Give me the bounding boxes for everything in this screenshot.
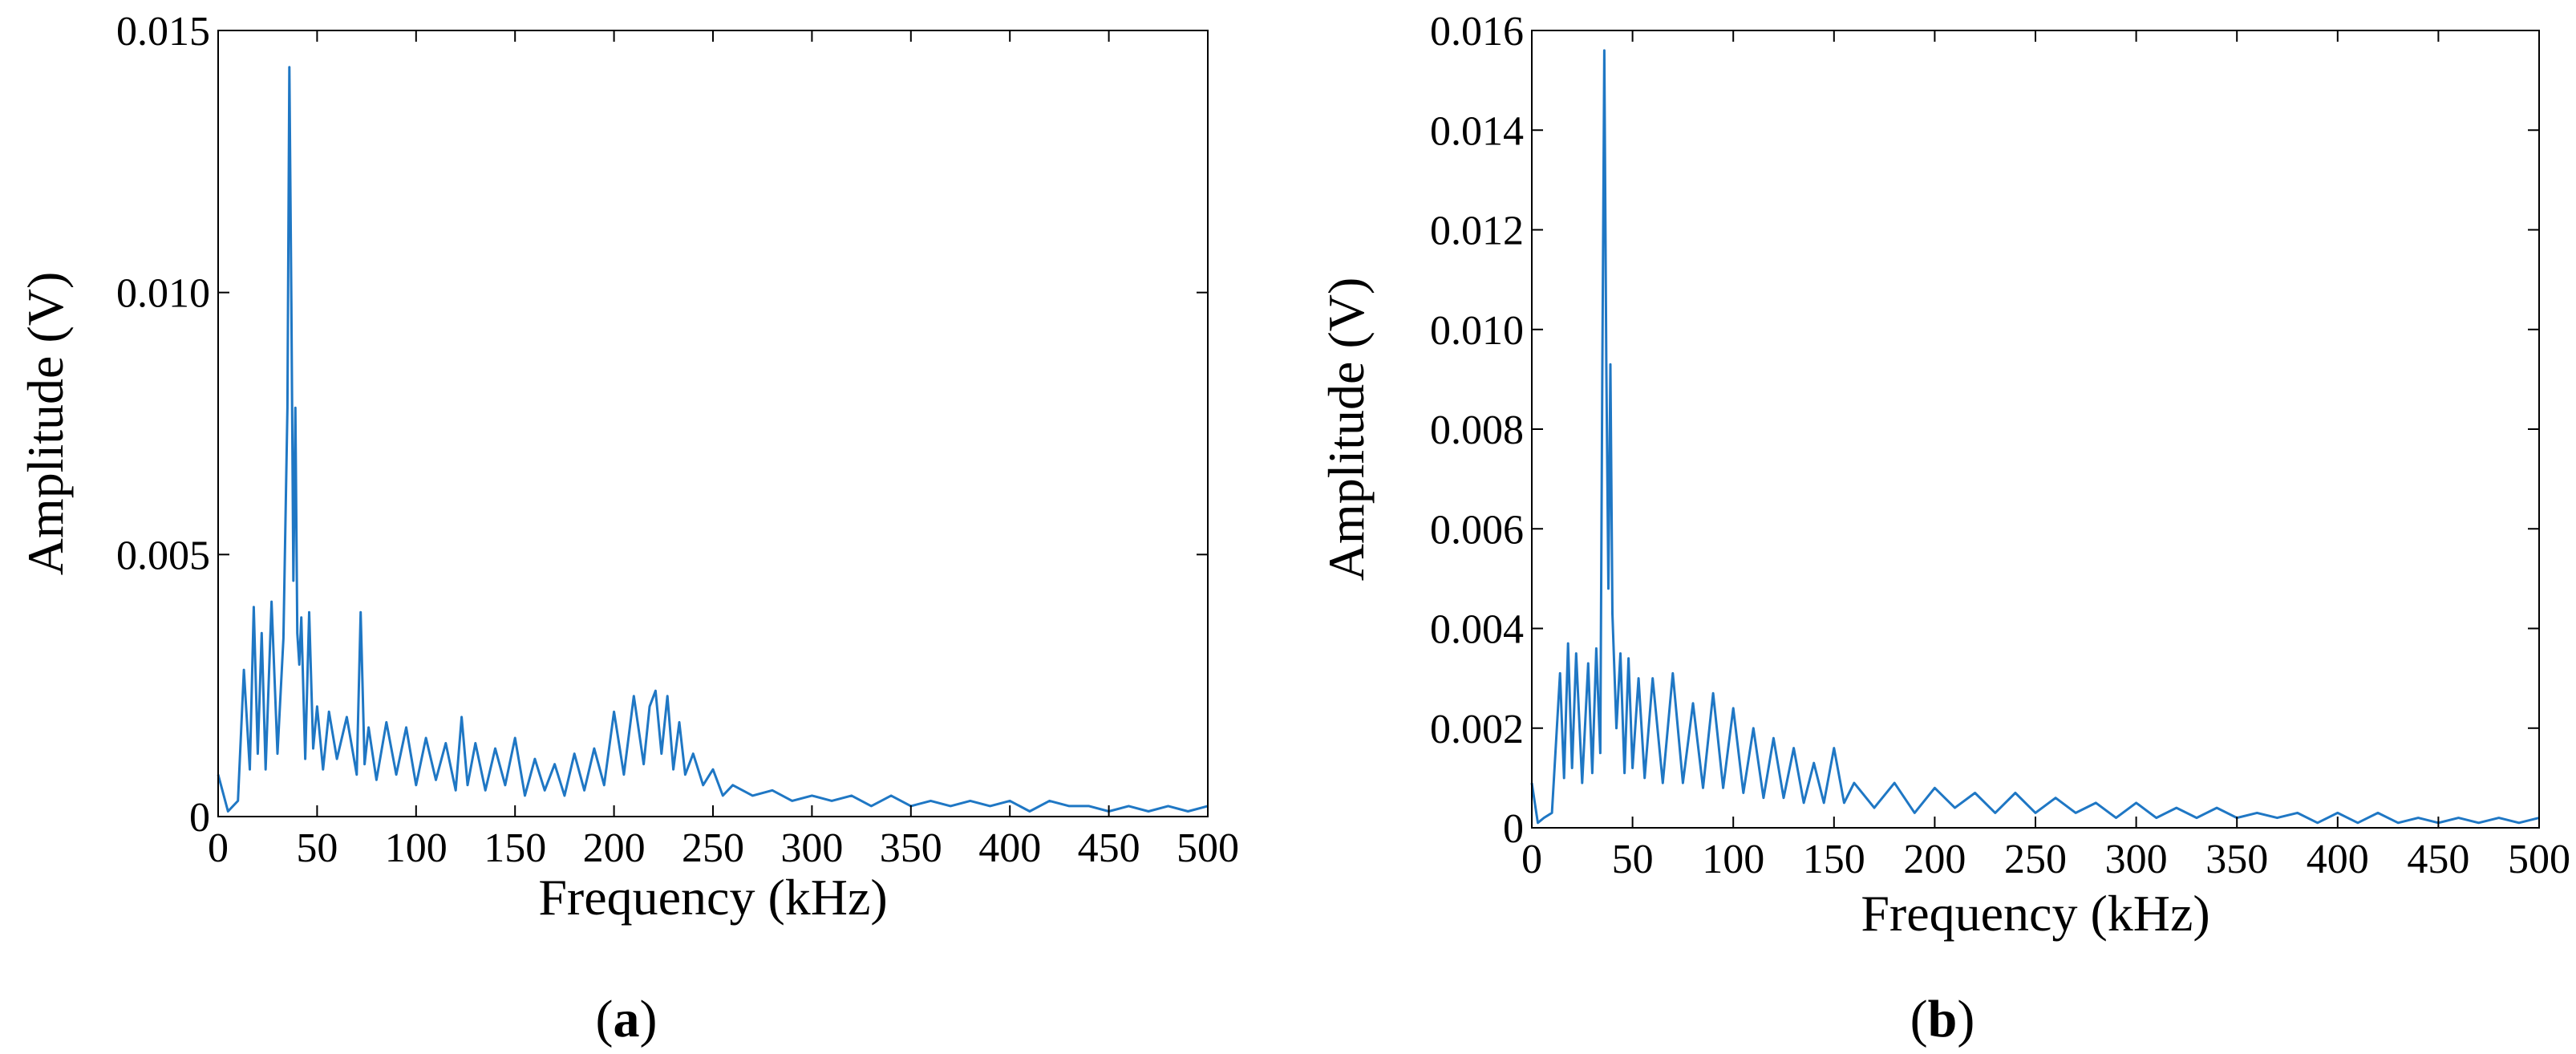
y-tick-label-b-8: 0.016 [1430,9,1524,55]
x-tick-label-b-1: 50 [1612,837,1654,882]
chart-panel-b: 0 50 100 150 200 250 300 350 400 450 500 0 0.002 0.0… [1318,9,2570,1048]
y-tick-label-b-3: 0.006 [1430,507,1524,553]
x-axis-ticks-a: 0 50 100 150 200 250 300 350 400 450 500 [208,30,1239,871]
y-tick-label-b-4: 0.008 [1430,407,1524,453]
y-tick-label-b-1: 0.002 [1430,707,1524,752]
y-tick-label-a-3: 0.015 [116,9,210,55]
y-tick-label-a-0: 0 [189,795,210,841]
x-tick-label-b-3: 150 [1803,837,1865,882]
x-tick-label-b-7: 350 [2205,837,2268,882]
panel-label-b-letter: b [1928,990,1958,1048]
plot-frame-b [1531,30,2540,829]
y-axis-ticks-a: 0 0.005 0.010 0.015 [116,9,1208,841]
y-axis-title-b: Amplitude (V) [1318,278,1375,582]
x-tick-label-a-4: 200 [583,825,646,871]
y-tick-label-b-6: 0.012 [1430,209,1524,254]
panel-label-b: (b) [1910,990,1975,1048]
x-tick-label-a-8: 400 [978,825,1041,871]
panel-label-a-letter: a [614,990,640,1048]
x-axis-title-b: Frequency (kHz) [1861,885,2209,942]
x-axis-title-a: Frequency (kHz) [538,869,887,926]
x-tick-label-a-10: 500 [1177,825,1239,871]
plot-frame-a [217,30,1209,817]
x-tick-label-a-2: 100 [385,825,448,871]
panel-label-a: (a) [596,990,658,1048]
x-tick-label-a-6: 300 [780,825,843,871]
y-tick-label-a-1: 0.005 [116,533,210,578]
x-tick-label-b-0: 0 [1521,837,1542,882]
series-line-a-0 [217,66,1209,813]
x-tick-label-a-9: 450 [1078,825,1140,871]
series-line-a [217,66,1209,813]
y-tick-label-b-0: 0 [1503,806,1524,852]
x-tick-label-a-3: 150 [484,825,546,871]
x-tick-label-b-10: 500 [2508,837,2570,882]
x-tick-label-b-9: 450 [2407,837,2469,882]
y-tick-label-b-7: 0.014 [1430,108,1524,154]
x-tick-label-a-1: 50 [296,825,338,871]
x-axis-ticks-b: 0 50 100 150 200 250 300 350 400 450 500 [1521,30,2570,882]
x-tick-label-a-5: 250 [682,825,744,871]
y-tick-label-b-5: 0.010 [1430,308,1524,354]
x-tick-label-b-2: 100 [1702,837,1764,882]
y-axis-title-a: Amplitude (V) [17,272,74,576]
x-tick-label-b-6: 300 [2105,837,2168,882]
series-line-b-0 [1530,49,2540,825]
x-tick-label-a-7: 350 [880,825,942,871]
y-tick-label-a-2: 0.010 [116,271,210,317]
series-line-b [1530,49,2540,825]
y-axis-ticks-b: 0 0.002 0.004 0.006 0.008 0.010 0.012 0.014 0.01… [1430,9,2539,852]
chart-panel-a: 0 50 100 150 200 250 300 350 400 450 500 0 0.005 0.0… [17,9,1239,1048]
x-tick-label-a-0: 0 [208,825,229,871]
x-tick-label-b-5: 250 [2004,837,2067,882]
y-tick-label-b-2: 0.004 [1430,607,1524,653]
x-tick-label-b-4: 200 [1903,837,1966,882]
x-tick-label-b-8: 400 [2307,837,2369,882]
